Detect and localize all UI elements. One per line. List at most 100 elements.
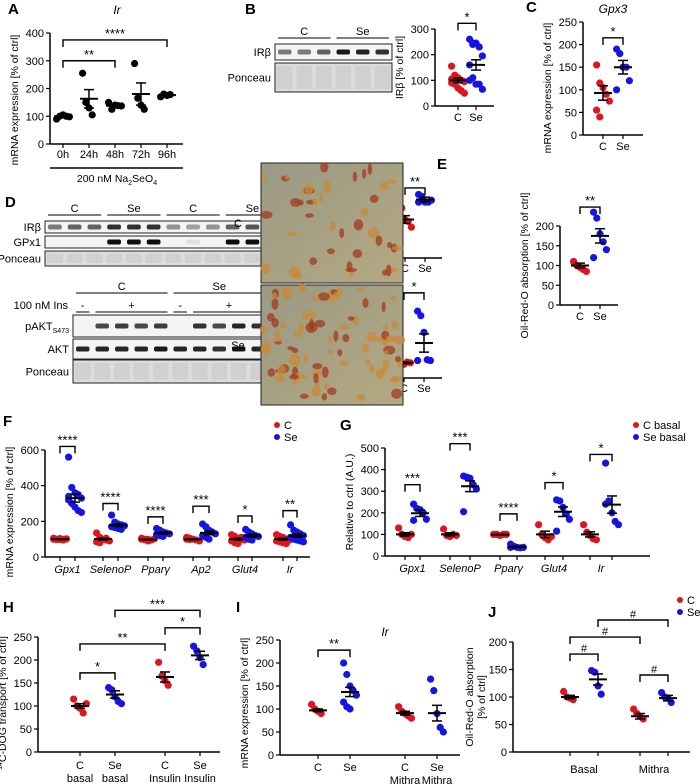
blot-row-label: Ponceau xyxy=(228,73,271,85)
y-tick-label: 0 xyxy=(33,552,39,564)
data-point xyxy=(108,686,116,694)
significance-bracket xyxy=(457,22,477,31)
significance-bracket xyxy=(499,513,518,521)
lipid-droplet xyxy=(375,235,383,246)
lipid-droplet xyxy=(361,343,370,353)
chart-title: Ir xyxy=(381,625,389,639)
y-axis-label: Oil-Red-O absorption [% of ctrl] xyxy=(519,192,531,338)
lipid-droplet xyxy=(281,285,291,291)
chart-e: 0 50 100 150 200 Oil-Red-O absorption [% of c… xyxy=(519,192,618,338)
ponceau-lane xyxy=(192,363,208,380)
significance-bracket xyxy=(569,636,641,645)
y-tick-label: 0 xyxy=(571,130,577,142)
protein-band xyxy=(166,224,181,230)
significance-label: ** xyxy=(117,630,127,645)
x-category-label: Ir xyxy=(287,564,295,576)
data-point xyxy=(592,536,601,544)
significance-label: **** xyxy=(498,500,518,515)
significance-bracket xyxy=(569,653,599,662)
lipid-droplet xyxy=(365,359,371,366)
ponceau-lane xyxy=(145,254,162,263)
data-point xyxy=(82,98,90,106)
y-tick-label: 0 xyxy=(548,300,554,312)
lipid-droplet xyxy=(266,313,275,322)
group-1 xyxy=(65,453,85,561)
ponceau-lane xyxy=(165,254,182,263)
ponceau-lane xyxy=(374,66,390,89)
y-tick-label: 150 xyxy=(536,241,554,253)
x-tick-label-2: Insulin xyxy=(149,773,181,784)
lipid-droplet xyxy=(389,295,397,301)
blot-group-label: Se xyxy=(356,26,369,38)
group-2 xyxy=(630,705,649,756)
data-point xyxy=(407,223,415,231)
group-2 xyxy=(93,529,113,561)
y-tick-label: 100 xyxy=(489,692,507,704)
lipid-droplet xyxy=(333,291,342,297)
significance-label: **** xyxy=(145,503,165,518)
lipid-droplet xyxy=(337,349,343,357)
y-tick-label: 100 xyxy=(14,701,32,713)
group-1: 24h xyxy=(79,69,98,161)
protein-band xyxy=(375,49,389,55)
significance-bracket xyxy=(403,292,425,300)
blot-group-label: C xyxy=(300,26,308,38)
lipid-droplet xyxy=(360,207,369,217)
ponceau-lane xyxy=(244,254,261,263)
y-tick-label: 500 xyxy=(361,443,379,455)
lipid-droplet xyxy=(385,264,392,277)
y-tick-label: 300 xyxy=(361,486,379,498)
ponceau-lane xyxy=(185,254,201,263)
data-point xyxy=(556,497,564,505)
lipid-droplet xyxy=(311,295,320,302)
significance-label: # xyxy=(581,643,588,655)
y-tick-label: 400 xyxy=(26,28,44,40)
lipid-droplet xyxy=(348,271,354,278)
legend-label: Se xyxy=(687,607,700,619)
significance-bracket xyxy=(639,674,669,682)
ponceau-lane xyxy=(47,254,63,263)
group-0: 0h xyxy=(53,111,73,161)
y-tick-label: 200 xyxy=(489,637,507,649)
blot-group-label: C xyxy=(118,281,126,293)
lipid-droplet xyxy=(356,394,366,401)
protein-band xyxy=(278,49,292,55)
significance-bracket xyxy=(404,187,426,195)
group-3: 72h xyxy=(131,59,150,161)
lipid-droplet xyxy=(299,393,309,399)
x-tick-label: C xyxy=(161,760,169,772)
micrograph-label: C xyxy=(234,218,242,230)
lipid-droplet xyxy=(288,266,301,279)
significance-label: **** xyxy=(57,432,77,447)
group-7 xyxy=(553,496,574,560)
data-point xyxy=(340,659,348,667)
data-point xyxy=(282,540,290,548)
data-point xyxy=(117,700,125,708)
group-6 xyxy=(535,521,556,560)
protein-band xyxy=(206,224,220,230)
protein-band xyxy=(115,323,129,329)
lipid-droplet xyxy=(300,189,305,195)
lipid-droplet xyxy=(382,324,389,331)
data-point xyxy=(613,86,621,94)
panel-letter-c: C xyxy=(526,0,537,16)
significance-bracket xyxy=(147,516,164,524)
significance-label: * xyxy=(610,24,615,39)
treatment-sign: - xyxy=(81,300,85,312)
lipid-droplet xyxy=(352,171,358,182)
lipid-droplet xyxy=(384,350,389,356)
data-point xyxy=(287,521,295,529)
x-category-label: SelenoP xyxy=(90,564,132,576)
significance-bracket xyxy=(62,60,116,68)
protein-band xyxy=(107,224,121,230)
panel-letter-i: I xyxy=(236,599,241,616)
lipid-droplet xyxy=(263,340,271,349)
data-point xyxy=(440,525,448,533)
x-tick-label: C xyxy=(314,762,322,774)
lipid-droplet xyxy=(352,249,363,259)
lipid-droplet xyxy=(311,385,322,397)
y-tick-label: 50 xyxy=(20,724,32,736)
lbl: pAKT xyxy=(25,321,53,333)
